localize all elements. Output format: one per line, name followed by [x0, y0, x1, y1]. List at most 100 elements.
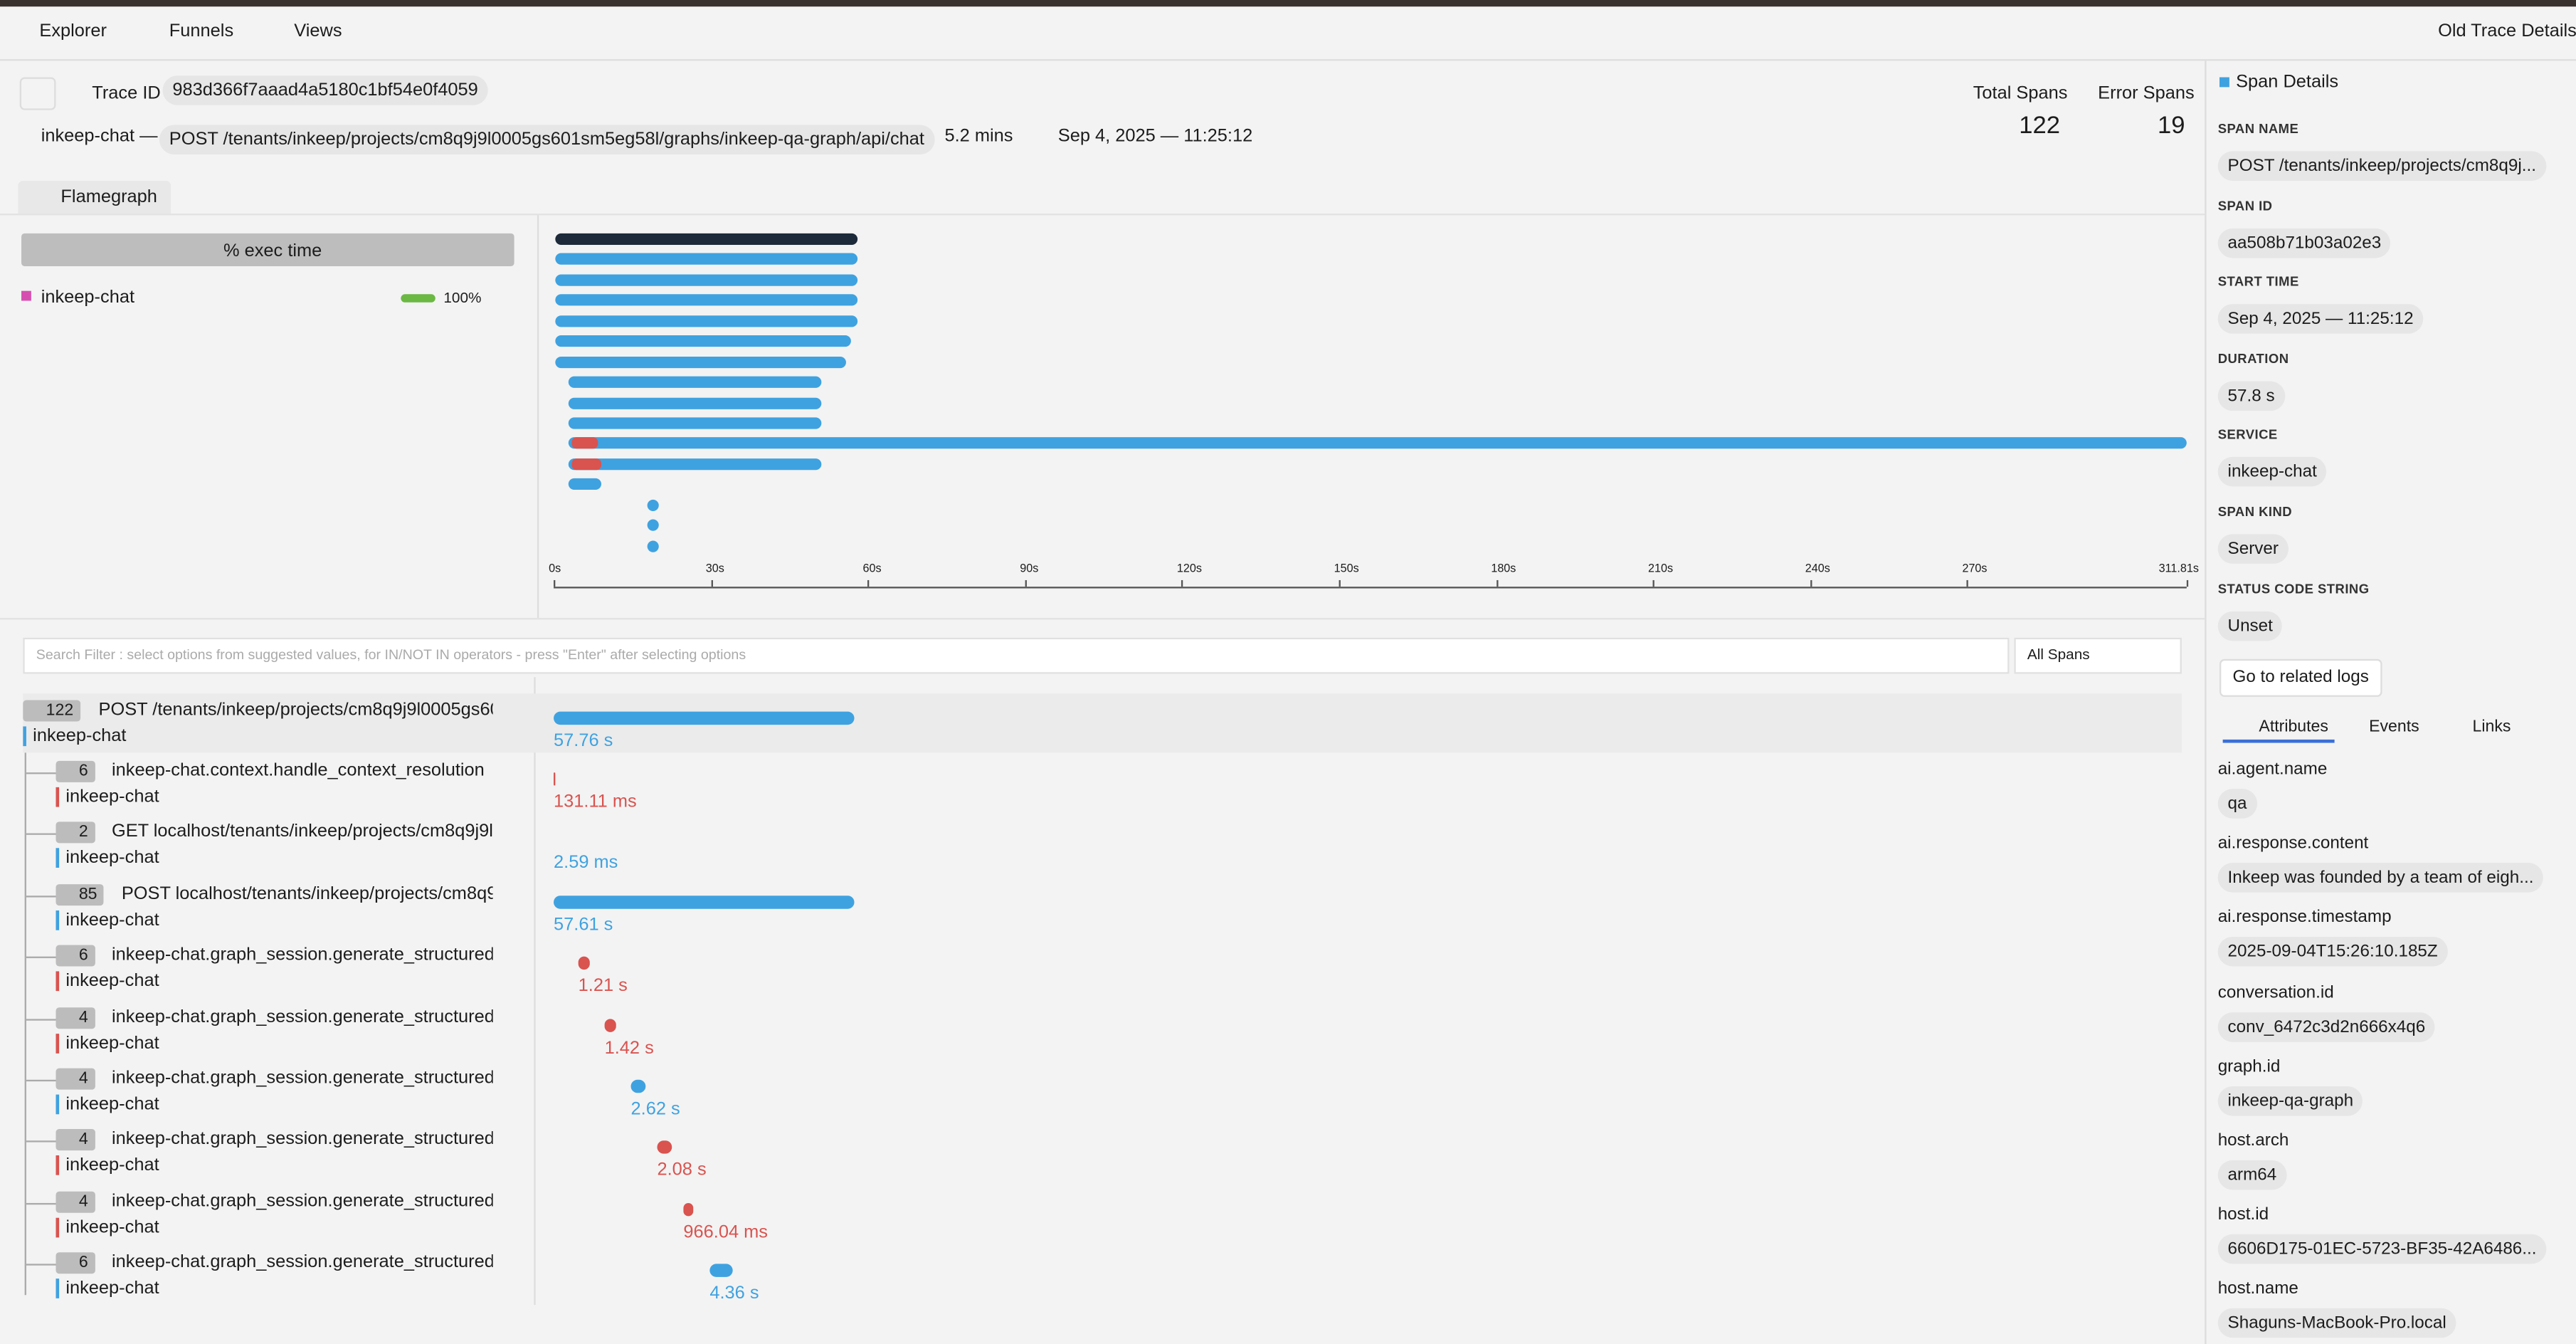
attribute-value: 6606D175-01EC-5723-BF35-42A6486...	[2217, 1234, 2547, 1264]
tree-line	[26, 1264, 56, 1266]
span-select[interactable]	[2014, 637, 2182, 674]
attribute-key: host.name	[2217, 1279, 2298, 1299]
percent-bar	[401, 294, 436, 303]
details-tab[interactable]: Events	[2369, 718, 2419, 737]
span-name: inkeep-chat.graph_session.generate_struc…	[111, 1252, 493, 1273]
service-marker	[56, 1217, 60, 1237]
attribute-value: inkeep-qa-graph	[2217, 1086, 2363, 1116]
flame-bar	[555, 315, 858, 327]
stat-label: Error Spans	[2098, 83, 2195, 104]
span-duration: 2.59 ms	[554, 854, 618, 873]
service-marker	[56, 849, 60, 868]
field-value: Unset	[2217, 610, 2283, 641]
tab-underline	[2222, 739, 2335, 743]
span-name: inkeep-chat.graph_session.generate_struc…	[111, 1191, 493, 1212]
span-service: inkeep-chat	[65, 910, 159, 930]
span-service: inkeep-chat	[65, 1217, 159, 1237]
flame-bar	[555, 356, 846, 369]
axis-tick	[1967, 579, 1969, 587]
span-service: inkeep-chat	[33, 726, 127, 747]
axis-tick	[1025, 579, 1027, 587]
span-service: inkeep-chat	[65, 1033, 159, 1053]
field-label: SPAN NAME	[2217, 121, 2299, 137]
span-service: inkeep-chat	[65, 1279, 159, 1299]
nav-tab[interactable]: Explorer	[39, 21, 107, 41]
field-value: aa508b71b03a02e3	[2217, 227, 2392, 258]
attribute-key: ai.agent.name	[2217, 759, 2328, 779]
divider	[0, 214, 2205, 216]
tree-line	[26, 1018, 56, 1020]
field-value: POST /tenants/inkeep/projects/cm8q9j...	[2217, 151, 2546, 181]
span-count: 4	[56, 1068, 95, 1090]
axis-tick-label: 30s	[705, 563, 724, 576]
field-label: SERVICE	[2217, 428, 2278, 443]
axis-tick	[1810, 579, 1812, 587]
span-duration: 131.11 ms	[554, 792, 637, 812]
field-label: START TIME	[2217, 274, 2299, 290]
date: Sep 4, 2025 — 11:25:12	[1057, 126, 1253, 147]
logs-button-label[interactable]: Go to related logs	[2232, 667, 2369, 688]
details-tab[interactable]: Attributes	[2259, 718, 2328, 737]
back-button[interactable]	[19, 77, 56, 110]
span-name: POST localhost/tenants/inkeep/projects/c…	[121, 883, 493, 904]
axis-tick	[2186, 579, 2189, 587]
axis-tick	[710, 579, 713, 587]
span-bar	[554, 772, 556, 786]
axis-tick-label: 90s	[1020, 563, 1039, 576]
span-service: inkeep-chat	[65, 787, 159, 807]
route: POST /tenants/inkeep/projects/cm8q9j9l00…	[159, 125, 934, 155]
nav-tab[interactable]: Funnels	[169, 21, 234, 41]
flame-bar	[568, 437, 2187, 449]
divider	[0, 59, 2576, 61]
tree-line	[26, 834, 56, 836]
service-marker	[56, 1279, 60, 1299]
span-bar	[630, 1079, 646, 1093]
stat-value: 19	[2158, 111, 2185, 140]
axis-tick-label: 60s	[862, 563, 882, 576]
stat-label: Total Spans	[1973, 83, 2068, 104]
selected-row	[23, 693, 2182, 753]
field-label: DURATION	[2217, 351, 2289, 367]
span-count: 6	[56, 945, 95, 967]
search-placeholder: Search Filter : select options from sugg…	[36, 646, 746, 663]
service-swatch	[21, 290, 31, 301]
divider	[534, 677, 536, 1306]
flame-bar	[555, 253, 858, 265]
flame-bar	[568, 417, 822, 429]
axis-tick-label: 270s	[1962, 563, 1988, 576]
details-icon	[2219, 77, 2229, 88]
flame-bar-error	[571, 437, 598, 449]
details-tab[interactable]: Links	[2472, 718, 2511, 737]
field-value: Server	[2217, 534, 2289, 564]
attribute-key: ai.response.timestamp	[2217, 908, 2392, 928]
flame-bar-error	[571, 458, 601, 471]
flame-bar	[647, 499, 659, 511]
axis-tick-label: 210s	[1648, 563, 1674, 576]
span-bar	[709, 1264, 733, 1278]
old-trace-link[interactable]: Old Trace Details	[2438, 21, 2576, 41]
trace-id: 983d366f7aaad4a5180c1bf54e0f4059	[162, 75, 488, 105]
attribute-key: graph.id	[2217, 1056, 2281, 1076]
flamegraph-tab[interactable]: Flamegraph	[18, 180, 171, 214]
nav-tab[interactable]: Views	[294, 21, 342, 41]
attribute-value: Inkeep was founded by a team of eigh...	[2217, 863, 2544, 893]
axis-tick	[1496, 579, 1498, 587]
column-label: % exec time	[223, 241, 322, 262]
logs-button[interactable]	[2219, 658, 2382, 697]
field-label: STATUS CODE STRING	[2217, 581, 2370, 597]
duration: 5.2 mins	[944, 126, 1013, 147]
column-header	[21, 233, 514, 267]
span-count: 4	[56, 1191, 95, 1213]
search-input[interactable]	[23, 637, 2010, 674]
field-label: SPAN KIND	[2217, 504, 2293, 520]
flame-bar	[568, 478, 601, 490]
tree-line	[26, 1079, 56, 1082]
axis-tick-label: 180s	[1491, 563, 1516, 576]
divider	[0, 618, 2205, 620]
flame-bar	[555, 233, 858, 245]
axis-tick	[1339, 579, 1341, 587]
divider	[537, 215, 539, 619]
axis-tick-label: 120s	[1176, 563, 1202, 576]
axis-tick-label: 150s	[1334, 563, 1359, 576]
attribute-key: host.id	[2217, 1204, 2269, 1225]
